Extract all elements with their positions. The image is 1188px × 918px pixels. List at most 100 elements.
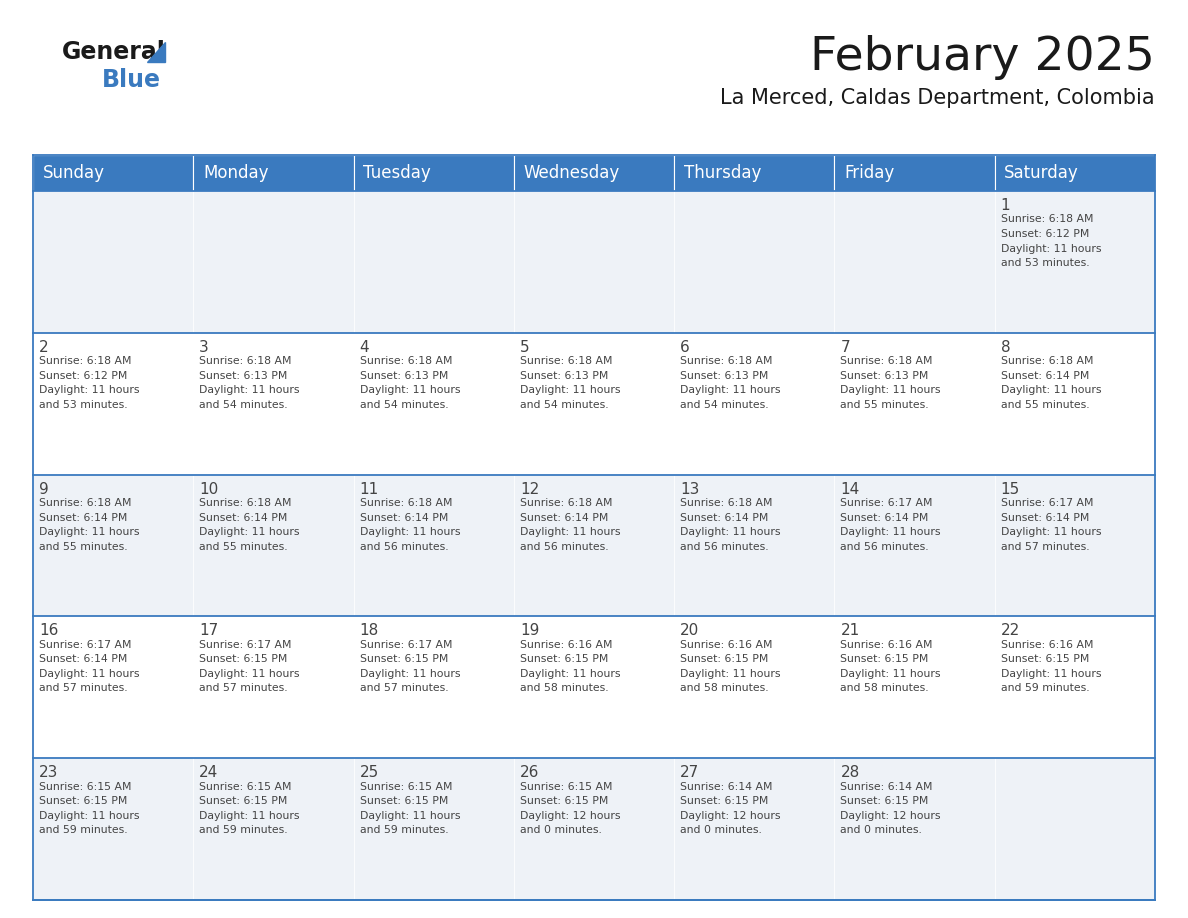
Text: and 55 minutes.: and 55 minutes. <box>1000 400 1089 409</box>
Text: Sunset: 6:14 PM: Sunset: 6:14 PM <box>520 512 608 522</box>
Bar <box>514 333 674 475</box>
Bar <box>354 475 514 616</box>
Text: Sunset: 6:13 PM: Sunset: 6:13 PM <box>200 371 287 381</box>
Text: and 0 minutes.: and 0 minutes. <box>840 825 922 835</box>
Text: Sunrise: 6:18 AM: Sunrise: 6:18 AM <box>360 498 453 508</box>
Text: Daylight: 11 hours: Daylight: 11 hours <box>681 386 781 396</box>
Text: Sunrise: 6:17 AM: Sunrise: 6:17 AM <box>360 640 453 650</box>
Bar <box>33 758 194 900</box>
Text: Sunset: 6:15 PM: Sunset: 6:15 PM <box>520 796 608 806</box>
Text: Sunrise: 6:18 AM: Sunrise: 6:18 AM <box>200 356 292 366</box>
Text: Sunset: 6:15 PM: Sunset: 6:15 PM <box>39 796 127 806</box>
Text: Sunrise: 6:15 AM: Sunrise: 6:15 AM <box>520 782 612 791</box>
Text: Daylight: 12 hours: Daylight: 12 hours <box>520 811 620 821</box>
Text: 24: 24 <box>200 766 219 780</box>
Text: 2: 2 <box>39 340 49 354</box>
Text: Daylight: 11 hours: Daylight: 11 hours <box>1000 243 1101 253</box>
Text: Sunset: 6:14 PM: Sunset: 6:14 PM <box>681 512 769 522</box>
Bar <box>354 758 514 900</box>
Text: Blue: Blue <box>102 68 162 92</box>
Text: and 55 minutes.: and 55 minutes. <box>840 400 929 409</box>
Text: 12: 12 <box>520 482 539 497</box>
Text: Sunrise: 6:18 AM: Sunrise: 6:18 AM <box>681 498 772 508</box>
Text: 4: 4 <box>360 340 369 354</box>
Text: Sunrise: 6:18 AM: Sunrise: 6:18 AM <box>840 356 933 366</box>
Bar <box>674 475 834 616</box>
Bar <box>33 191 194 333</box>
Text: and 57 minutes.: and 57 minutes. <box>200 683 287 693</box>
Text: Sunrise: 6:16 AM: Sunrise: 6:16 AM <box>681 640 772 650</box>
Text: and 54 minutes.: and 54 minutes. <box>360 400 448 409</box>
Text: Sunset: 6:15 PM: Sunset: 6:15 PM <box>360 796 448 806</box>
Text: 10: 10 <box>200 482 219 497</box>
Text: Sunrise: 6:18 AM: Sunrise: 6:18 AM <box>200 498 292 508</box>
Text: 7: 7 <box>840 340 851 354</box>
Text: Sunset: 6:12 PM: Sunset: 6:12 PM <box>39 371 127 381</box>
Text: Daylight: 11 hours: Daylight: 11 hours <box>1000 527 1101 537</box>
Text: 13: 13 <box>681 482 700 497</box>
Text: 18: 18 <box>360 623 379 638</box>
Text: 19: 19 <box>520 623 539 638</box>
Bar <box>194 191 354 333</box>
Text: and 57 minutes.: and 57 minutes. <box>1000 542 1089 552</box>
Text: Sunset: 6:15 PM: Sunset: 6:15 PM <box>840 796 929 806</box>
Text: 11: 11 <box>360 482 379 497</box>
Text: Sunrise: 6:18 AM: Sunrise: 6:18 AM <box>360 356 453 366</box>
Text: Sunrise: 6:18 AM: Sunrise: 6:18 AM <box>1000 215 1093 225</box>
Text: General: General <box>62 40 166 64</box>
Text: and 55 minutes.: and 55 minutes. <box>39 542 127 552</box>
Text: Sunset: 6:13 PM: Sunset: 6:13 PM <box>681 371 769 381</box>
Text: 25: 25 <box>360 766 379 780</box>
Text: 28: 28 <box>840 766 860 780</box>
Text: February 2025: February 2025 <box>810 35 1155 80</box>
Text: and 55 minutes.: and 55 minutes. <box>200 542 287 552</box>
Bar <box>994 333 1155 475</box>
Text: Sunset: 6:14 PM: Sunset: 6:14 PM <box>39 512 127 522</box>
Text: Sunset: 6:13 PM: Sunset: 6:13 PM <box>840 371 929 381</box>
Text: Daylight: 11 hours: Daylight: 11 hours <box>840 386 941 396</box>
Text: and 58 minutes.: and 58 minutes. <box>520 683 608 693</box>
Bar <box>994 475 1155 616</box>
Text: Sunrise: 6:18 AM: Sunrise: 6:18 AM <box>520 356 612 366</box>
Text: Sunrise: 6:15 AM: Sunrise: 6:15 AM <box>39 782 132 791</box>
Bar <box>514 475 674 616</box>
Text: Sunrise: 6:16 AM: Sunrise: 6:16 AM <box>520 640 612 650</box>
Text: and 0 minutes.: and 0 minutes. <box>520 825 602 835</box>
Text: Sunrise: 6:16 AM: Sunrise: 6:16 AM <box>840 640 933 650</box>
Text: La Merced, Caldas Department, Colombia: La Merced, Caldas Department, Colombia <box>720 88 1155 108</box>
Text: Sunset: 6:14 PM: Sunset: 6:14 PM <box>1000 371 1089 381</box>
Text: and 0 minutes.: and 0 minutes. <box>681 825 762 835</box>
Text: Sunrise: 6:15 AM: Sunrise: 6:15 AM <box>200 782 292 791</box>
Text: Sunset: 6:14 PM: Sunset: 6:14 PM <box>39 655 127 665</box>
Text: Daylight: 11 hours: Daylight: 11 hours <box>681 669 781 679</box>
Text: and 57 minutes.: and 57 minutes. <box>360 683 448 693</box>
Bar <box>834 155 994 191</box>
Text: Daylight: 11 hours: Daylight: 11 hours <box>360 527 460 537</box>
Text: and 54 minutes.: and 54 minutes. <box>200 400 287 409</box>
Text: Sunset: 6:15 PM: Sunset: 6:15 PM <box>360 655 448 665</box>
Text: Daylight: 11 hours: Daylight: 11 hours <box>520 669 620 679</box>
Text: and 54 minutes.: and 54 minutes. <box>520 400 608 409</box>
Text: Sunset: 6:15 PM: Sunset: 6:15 PM <box>200 655 287 665</box>
Polygon shape <box>147 42 165 62</box>
Text: Daylight: 11 hours: Daylight: 11 hours <box>39 669 139 679</box>
Text: Sunrise: 6:18 AM: Sunrise: 6:18 AM <box>520 498 612 508</box>
Text: Sunrise: 6:18 AM: Sunrise: 6:18 AM <box>1000 356 1093 366</box>
Bar <box>354 333 514 475</box>
Text: Sunrise: 6:17 AM: Sunrise: 6:17 AM <box>1000 498 1093 508</box>
Bar <box>674 616 834 758</box>
Text: 3: 3 <box>200 340 209 354</box>
Text: Sunset: 6:15 PM: Sunset: 6:15 PM <box>520 655 608 665</box>
Text: Sunset: 6:13 PM: Sunset: 6:13 PM <box>520 371 608 381</box>
Text: Daylight: 11 hours: Daylight: 11 hours <box>1000 386 1101 396</box>
Text: and 53 minutes.: and 53 minutes. <box>39 400 127 409</box>
Text: Sunrise: 6:18 AM: Sunrise: 6:18 AM <box>39 356 132 366</box>
Bar <box>33 616 194 758</box>
Text: 9: 9 <box>39 482 49 497</box>
Text: Daylight: 11 hours: Daylight: 11 hours <box>39 811 139 821</box>
Text: and 56 minutes.: and 56 minutes. <box>360 542 448 552</box>
Text: Monday: Monday <box>203 164 268 182</box>
Text: and 59 minutes.: and 59 minutes. <box>200 825 287 835</box>
Text: Daylight: 11 hours: Daylight: 11 hours <box>200 669 299 679</box>
Text: 5: 5 <box>520 340 530 354</box>
